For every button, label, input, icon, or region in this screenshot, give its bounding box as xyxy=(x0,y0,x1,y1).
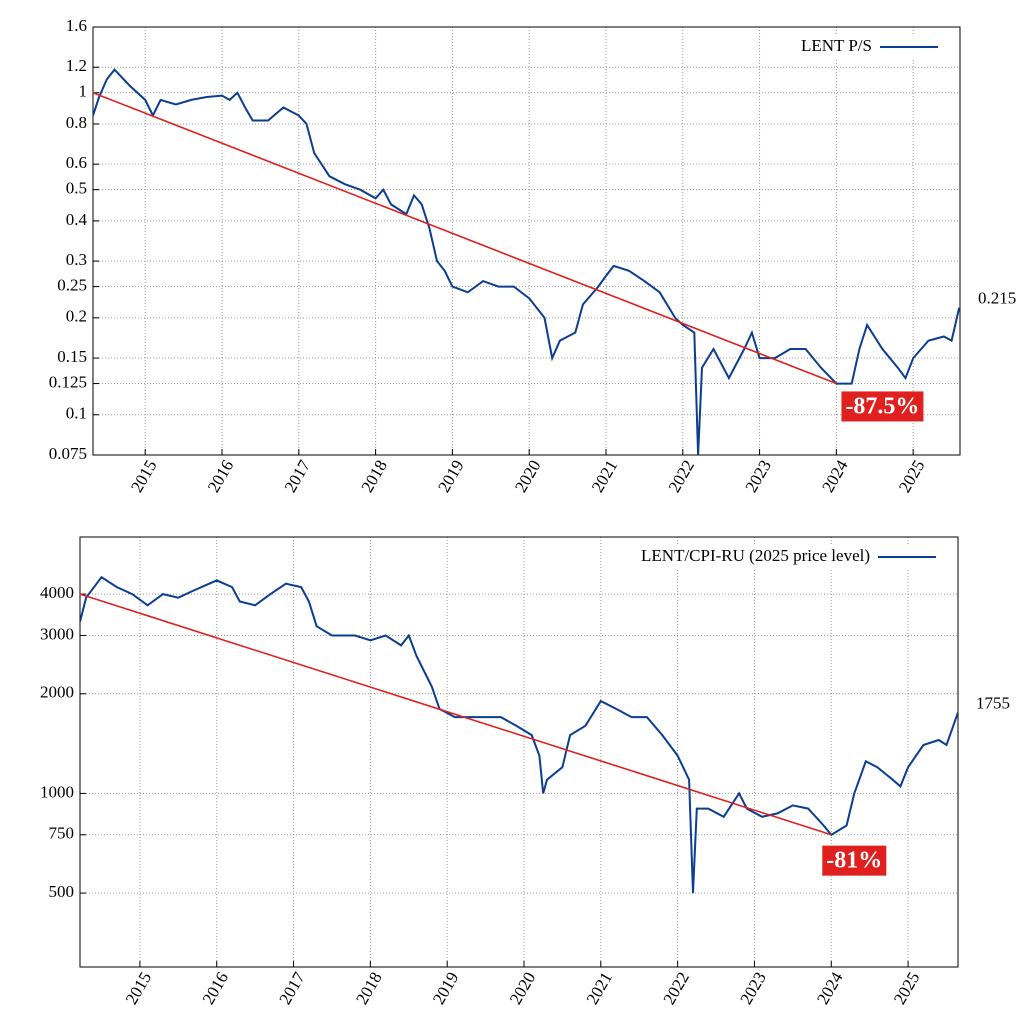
y-tick-label: 1000 xyxy=(40,782,74,801)
series-line xyxy=(80,575,958,894)
annotation-label: -87.5% xyxy=(845,393,919,419)
y-tick-label: 500 xyxy=(49,882,75,901)
series-line xyxy=(93,68,960,456)
end-value-label: 1755 xyxy=(976,693,1010,712)
x-tick-label: 2020 xyxy=(511,457,544,496)
annotation-box xyxy=(822,845,887,876)
x-tick-label: 2025 xyxy=(895,457,928,496)
legend-label: LENT/CPI-RU (2025 price level) xyxy=(641,546,870,565)
x-tick-label: 2025 xyxy=(890,969,923,1008)
y-tick-label: 3000 xyxy=(40,624,74,643)
trend-line xyxy=(79,593,832,836)
x-tick-label: 2019 xyxy=(434,457,467,496)
plot-frame xyxy=(92,26,961,456)
y-tick-label: 0.6 xyxy=(66,153,87,172)
x-tick-label: 2017 xyxy=(275,968,309,1007)
x-tick-label: 2016 xyxy=(199,969,232,1008)
plot-area xyxy=(80,575,958,894)
x-tick-label: 2018 xyxy=(352,969,385,1008)
x-tick-label: 2022 xyxy=(660,969,693,1008)
y-tick-label: 2000 xyxy=(40,683,74,702)
y-tick-label: 750 xyxy=(49,824,75,843)
x-tick-label: 2020 xyxy=(506,969,539,1008)
y-tick-label: 0.125 xyxy=(49,372,87,391)
legend-label: LENT P/S xyxy=(801,36,872,55)
x-tick-label: 2023 xyxy=(741,457,774,496)
plot-frame xyxy=(79,536,959,968)
y-tick-label: 0.5 xyxy=(66,179,87,198)
y-tick-label: 0.075 xyxy=(49,444,87,463)
end-value-label: 0.215 xyxy=(978,289,1016,308)
y-tick-label: 1 xyxy=(79,82,88,101)
x-tick-label: 2021 xyxy=(583,969,616,1008)
x-tick-label: 2024 xyxy=(813,968,847,1007)
y-tick-label: 0.4 xyxy=(66,210,88,229)
y-tick-label: 0.3 xyxy=(66,250,87,269)
trend-line xyxy=(92,91,837,385)
y-tick-label: 1.6 xyxy=(66,16,87,35)
y-tick-label: 0.25 xyxy=(57,276,87,295)
y-tick-label: 0.8 xyxy=(66,113,87,132)
x-tick-label: 2015 xyxy=(122,969,155,1008)
annotation-label: -81% xyxy=(826,848,882,874)
x-tick-label: 2016 xyxy=(204,457,237,496)
y-tick-label: 0.1 xyxy=(66,404,87,423)
plot-area xyxy=(93,68,960,456)
annotation-box xyxy=(841,391,924,422)
x-tick-label: 2019 xyxy=(429,969,462,1008)
x-tick-label: 2021 xyxy=(588,457,621,496)
y-tick-label: 0.2 xyxy=(66,307,87,326)
y-tick-label: 0.15 xyxy=(57,347,87,366)
x-tick-label: 2024 xyxy=(818,456,852,495)
x-tick-label: 2018 xyxy=(357,457,390,496)
x-tick-label: 2015 xyxy=(127,457,160,496)
x-tick-label: 2023 xyxy=(736,969,769,1008)
y-tick-label: 4000 xyxy=(40,583,74,602)
x-tick-label: 2017 xyxy=(281,456,315,495)
y-tick-label: 1.2 xyxy=(66,56,87,75)
x-tick-label: 2022 xyxy=(665,457,698,496)
